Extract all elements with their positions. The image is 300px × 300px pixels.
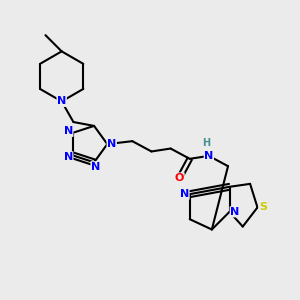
Text: O: O — [175, 173, 184, 183]
Text: N: N — [107, 139, 116, 149]
Text: H: H — [202, 138, 210, 148]
Text: N: N — [230, 207, 239, 217]
Text: N: N — [64, 126, 73, 136]
Text: N: N — [91, 162, 100, 172]
Text: N: N — [204, 151, 214, 161]
Text: N: N — [64, 152, 73, 162]
Text: N: N — [180, 189, 189, 199]
Text: S: S — [259, 202, 267, 212]
Text: N: N — [57, 96, 66, 106]
